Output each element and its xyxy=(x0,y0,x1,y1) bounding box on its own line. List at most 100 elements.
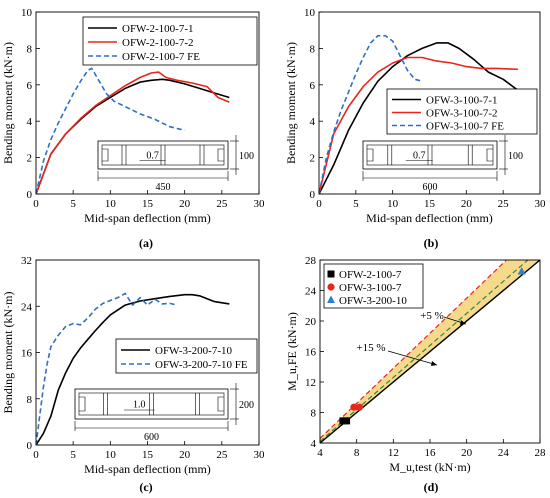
series-line-OFW-3-200-7-10 xyxy=(36,293,230,445)
inset-spacing-label: 0.7 xyxy=(146,150,159,161)
x-tick-label: 0 xyxy=(33,198,39,210)
inset-spacing-label: 0.7 xyxy=(413,150,426,161)
series-line-OFW-3-100-7 FE xyxy=(319,34,423,194)
x-axis-label: M_u,test (kN·m) xyxy=(389,460,470,474)
x-axis-label: Mid-span deflection (mm) xyxy=(84,211,211,225)
inset-inner xyxy=(101,144,225,166)
x-tick-label: 0 xyxy=(316,198,322,210)
inset-flange xyxy=(486,148,493,162)
inset-length-label: 450 xyxy=(156,182,171,193)
inset-length-label: 600 xyxy=(144,432,159,443)
inset-inner xyxy=(78,392,225,416)
y-tick-label: 32 xyxy=(21,255,32,267)
y-tick-label: 16 xyxy=(305,347,317,359)
x-tick-label: 15 xyxy=(142,449,154,461)
inset-flange xyxy=(217,396,224,412)
reference-line-1to1 xyxy=(320,260,540,443)
data-point-square xyxy=(343,417,351,425)
legend: OFW-3-200-7-10 OFW-3-200-7-10 FE xyxy=(115,338,258,374)
axes-frame xyxy=(35,259,260,446)
x-tick-label: 16 xyxy=(425,447,437,459)
x-tick-label: 30 xyxy=(254,449,266,461)
series-line-OFW-2-100-7 FE xyxy=(36,67,185,194)
legend-entry: OFW-3-100-7 xyxy=(339,282,402,294)
legend-entry: OFW-3-200-7-10 xyxy=(155,345,232,357)
x-tick-label: 5 xyxy=(70,449,76,461)
inset-outline xyxy=(362,140,498,170)
legend-entry: OFW-2-100-7 xyxy=(339,269,402,281)
x-axis-label: Mid-span deflection (mm) xyxy=(84,462,211,476)
x-tick-label: 15 xyxy=(142,198,154,210)
legend-box xyxy=(323,263,424,309)
y-tick-label: 10 xyxy=(304,7,316,19)
panel-caption: (a) xyxy=(139,236,153,250)
legend-box xyxy=(386,88,538,135)
x-tick-label: 8 xyxy=(354,447,360,459)
legend-entry: OFW-2-100-7-1 xyxy=(122,23,194,35)
inset-spacing-label: 1.0 xyxy=(133,400,146,411)
inset-flange xyxy=(217,148,224,162)
x-tick-label: 25 xyxy=(498,198,510,210)
y-tick-label: 2 xyxy=(310,153,316,165)
legend-entry: OFW-3-200-7-10 FE xyxy=(155,359,248,371)
x-tick-label: 10 xyxy=(105,198,117,210)
y-axis-label: Bending moment (kN·m) xyxy=(1,42,15,164)
legend: OFW-2-100-7-1 OFW-2-100-7-2 OFW-2-100-7 FE xyxy=(82,16,258,66)
inset-flange xyxy=(102,148,109,162)
panel-c: 0 5 10 15 20 25 30 0 8 16 24 32 1.0 600 200 OFW-3-200-7… xyxy=(1,255,265,494)
annotation-arrow xyxy=(387,350,438,366)
y-tick-label: 10 xyxy=(21,7,33,19)
axes-frame xyxy=(35,11,260,195)
inset-outline xyxy=(74,388,229,420)
legend-box xyxy=(82,16,258,66)
x-tick-label: 20 xyxy=(461,447,473,459)
panel-caption: (d) xyxy=(424,480,439,494)
panel-caption: (b) xyxy=(424,236,439,250)
x-tick-label: 20 xyxy=(179,198,191,210)
legend-entry: OFW-2-100-7-2 xyxy=(122,37,194,49)
y-axis-label: Bending moment (kN·m) xyxy=(1,292,15,414)
legend-marker xyxy=(327,283,335,291)
annotation-plus15: +15 % xyxy=(356,342,385,354)
legend-box xyxy=(115,338,258,374)
legend-entry: OFW-3-100-7 FE xyxy=(426,121,504,133)
panel-d: 4 8 12 16 20 24 28 4 8 12 16 20 24 28 +5 % +15 % OFW-2-1… xyxy=(285,255,546,494)
legend-entry: OFW-2-100-7 FE xyxy=(122,51,200,63)
cross-section-inset: 0.7 600 100 xyxy=(362,135,523,193)
y-tick-label: 8 xyxy=(27,43,33,55)
axes-frame xyxy=(319,259,541,444)
y-tick-label: 6 xyxy=(310,80,316,92)
y-tick-label: 4 xyxy=(310,116,316,128)
x-tick-label: 5 xyxy=(70,198,76,210)
x-axis-label: Mid-span deflection (mm) xyxy=(366,211,493,225)
x-tick-label: 20 xyxy=(179,449,191,461)
cross-section-inset: 0.7 450 100 xyxy=(97,135,254,193)
annotation-plus5: +5 % xyxy=(420,310,444,322)
x-tick-label: 10 xyxy=(105,449,117,461)
data-point-circle xyxy=(355,403,364,411)
y-tick-label: 8 xyxy=(311,408,317,420)
y-tick-label: 24 xyxy=(21,301,33,313)
series-line-OFW-2-100-7-1 xyxy=(36,78,230,194)
plot-area xyxy=(36,67,230,194)
x-tick-label: 25 xyxy=(216,449,228,461)
legend-marker xyxy=(327,270,335,278)
y-tick-label: 24 xyxy=(305,286,317,298)
inset-flange xyxy=(367,148,374,162)
y-tick-label: 0 xyxy=(310,189,316,201)
data-point-square xyxy=(339,417,347,425)
y-tick-label: 6 xyxy=(27,80,33,92)
y-tick-label: 12 xyxy=(305,377,316,389)
y-tick-label: 8 xyxy=(310,43,316,55)
x-tick-label: 10 xyxy=(387,198,399,210)
y-tick-label: 4 xyxy=(311,438,317,450)
x-tick-label: 30 xyxy=(254,198,266,210)
axes-frame xyxy=(318,11,541,195)
legend-entry: OFW-3-100-7-2 xyxy=(426,108,498,120)
x-tick-label: 5 xyxy=(353,198,359,210)
inset-length-label: 600 xyxy=(423,182,438,193)
x-tick-label: 15 xyxy=(424,198,436,210)
legend-marker xyxy=(327,295,335,303)
